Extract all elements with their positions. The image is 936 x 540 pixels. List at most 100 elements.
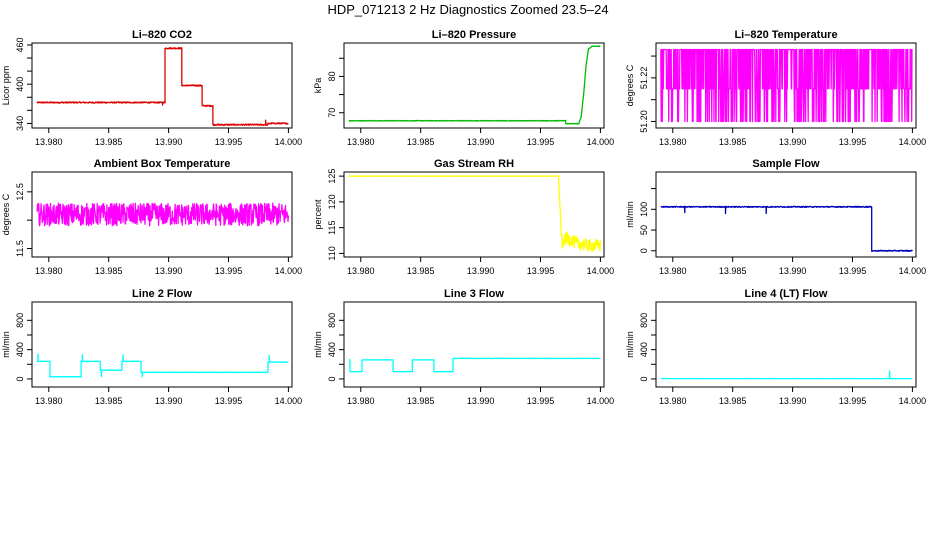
y-tick-label: 800	[639, 313, 649, 328]
x-tick-label: 13.980	[347, 137, 375, 147]
y-tick-label: 51.20	[639, 110, 649, 133]
x-tick-label: 14.000	[275, 266, 303, 276]
data-series-line	[660, 205, 913, 252]
x-tick-label: 13.995	[215, 137, 243, 147]
x-tick-label: 14.000	[587, 396, 615, 406]
x-tick-label: 13.985	[407, 396, 435, 406]
chart-title: Ambient Box Temperature	[94, 158, 231, 170]
x-tick-label: 13.995	[527, 396, 555, 406]
y-axis-label: ml/min	[1, 331, 11, 358]
figure-title: HDP_071213 2 Hz Diagnostics Zoomed 23.5–…	[327, 2, 608, 17]
x-tick-label: 13.980	[659, 137, 687, 147]
data-series-line	[36, 202, 290, 227]
plot-frame	[343, 301, 605, 388]
y-tick-label: 110	[327, 246, 337, 260]
y-tick-label: 0	[639, 248, 649, 253]
panel-grid: Li–820 CO2 13.980 13.985 13.990 13.995 14.000…	[1, 29, 926, 406]
x-tick-label: 13.995	[215, 266, 243, 276]
plot-frame	[343, 42, 605, 129]
y-tick-label: 460	[15, 37, 25, 52]
chart-panel-4: Ambient Box Temperature 13.980 13.985 13.99…	[1, 158, 302, 276]
x-tick-label: 13.995	[839, 137, 867, 147]
chart-title: Gas Stream RH	[434, 158, 514, 170]
x-tick-label: 13.985	[719, 396, 747, 406]
y-tick-label: 400	[15, 77, 25, 92]
y-tick-label: 0	[639, 376, 649, 381]
y-tick-label: 400	[327, 342, 337, 357]
x-tick-label: 13.990	[467, 396, 495, 406]
x-tick-label: 13.990	[155, 266, 183, 276]
x-tick-label: 13.985	[95, 396, 123, 406]
x-tick-label: 13.995	[527, 266, 555, 276]
chart-panel-3: Li–820 Temperature 13.980 13.985 13.990 13.9…	[625, 29, 926, 147]
y-tick-label: 340	[15, 116, 25, 131]
x-tick-label: 14.000	[275, 137, 303, 147]
y-tick-label: 0	[327, 376, 337, 381]
x-tick-label: 13.980	[659, 396, 687, 406]
x-tick-label: 13.985	[407, 137, 435, 147]
y-tick-label: 70	[327, 108, 337, 118]
y-tick-label: 11.5	[15, 240, 25, 257]
x-tick-label: 13.995	[527, 137, 555, 147]
x-tick-label: 14.000	[587, 266, 615, 276]
data-series-line	[660, 370, 913, 380]
y-axis-label: degrees C	[625, 64, 635, 106]
x-tick-label: 13.990	[467, 266, 495, 276]
y-tick-label: 12.5	[15, 183, 25, 201]
y-tick-label: 800	[15, 313, 25, 328]
chart-panel-6: Sample Flow 13.980 13.985 13.990 13.995 14.00…	[625, 158, 926, 276]
x-tick-label: 14.000	[899, 396, 927, 406]
chart-panel-8: Line 3 Flow 13.980 13.985 13.990 13.995 14.00…	[313, 288, 614, 406]
data-series-line	[348, 175, 602, 252]
x-tick-label: 13.990	[155, 396, 183, 406]
y-axis-label: degrees C	[1, 193, 11, 235]
x-tick-label: 13.985	[407, 266, 435, 276]
y-tick-label: 50	[639, 225, 649, 235]
plot-frame	[655, 42, 917, 129]
y-tick-label: 400	[15, 342, 25, 357]
chart-title: Line 3 Flow	[444, 288, 504, 300]
plot-frame	[31, 301, 293, 388]
y-tick-label: 120	[327, 194, 337, 209]
x-tick-label: 13.990	[779, 396, 807, 406]
chart-title: Sample Flow	[752, 158, 820, 170]
chart-title: Line 2 Flow	[132, 288, 192, 300]
x-tick-label: 13.980	[347, 266, 375, 276]
chart-panel-1: Li–820 CO2 13.980 13.985 13.990 13.995 14.000…	[1, 29, 302, 147]
y-axis-label: kPa	[313, 78, 323, 94]
chart-panel-5: Gas Stream RH 13.980 13.985 13.990 13.995 14.…	[313, 158, 614, 276]
chart-title: Li–820 Pressure	[432, 29, 516, 41]
x-tick-label: 13.995	[839, 266, 867, 276]
plot-frame	[31, 171, 293, 258]
x-tick-label: 13.980	[35, 137, 63, 147]
x-tick-label: 14.000	[275, 396, 303, 406]
y-tick-label: 800	[327, 313, 337, 328]
x-tick-label: 13.995	[839, 396, 867, 406]
x-tick-label: 13.995	[215, 396, 243, 406]
plot-frame	[655, 301, 917, 388]
data-series-line	[348, 45, 601, 125]
x-tick-label: 13.985	[719, 266, 747, 276]
y-tick-label: 100	[639, 202, 649, 217]
chart-panel-7: Line 2 Flow 13.980 13.985 13.990 13.995 14.00…	[1, 288, 302, 406]
x-tick-label: 13.980	[35, 396, 63, 406]
y-tick-label: 51.22	[639, 67, 649, 90]
chart-title: Li–820 Temperature	[734, 29, 837, 41]
x-tick-label: 13.990	[155, 137, 183, 147]
chart-title: Li–820 CO2	[132, 29, 192, 41]
x-tick-label: 13.985	[719, 137, 747, 147]
data-series-line	[660, 48, 913, 123]
x-tick-label: 14.000	[899, 266, 927, 276]
y-tick-label: 80	[327, 71, 337, 81]
x-tick-label: 14.000	[587, 137, 615, 147]
plot-frame	[655, 171, 917, 258]
plot-frame	[31, 42, 293, 129]
x-tick-label: 13.985	[95, 137, 123, 147]
x-tick-label: 13.980	[347, 396, 375, 406]
y-axis-label: ml/min	[625, 201, 635, 228]
x-tick-label: 13.980	[659, 266, 687, 276]
y-tick-label: 125	[327, 169, 337, 184]
y-tick-label: 400	[639, 342, 649, 357]
y-axis-label: Licor ppm	[1, 66, 11, 106]
